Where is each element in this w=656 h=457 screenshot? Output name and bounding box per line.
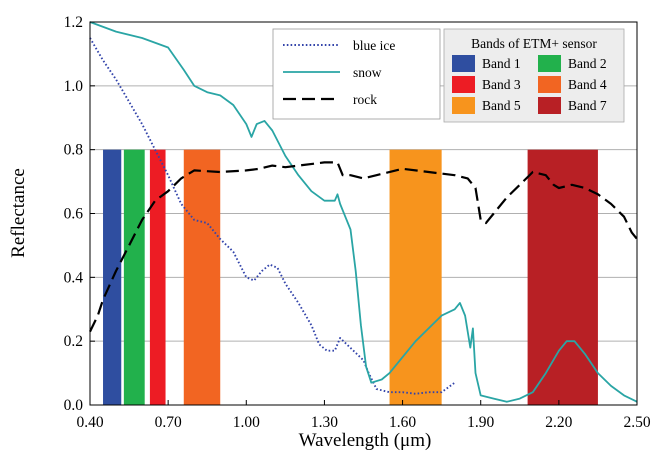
band-legend-swatch bbox=[538, 97, 561, 114]
band-bar bbox=[527, 149, 598, 405]
band-legend-label: Band 3 bbox=[482, 77, 521, 92]
band-bar bbox=[149, 149, 166, 405]
axis-ticks: 0.0 0.2 0.4 0.6 0.8 1.0 1.2 0.40 0.70 1.00 1.30 1.6… bbox=[64, 14, 651, 431]
y-tick-label: 0.2 bbox=[64, 333, 83, 350]
band-bar bbox=[123, 149, 145, 405]
x-tick-label: 0.40 bbox=[76, 414, 103, 431]
y-axis-label: Reflectance bbox=[8, 168, 29, 258]
x-tick-label: 0.70 bbox=[155, 414, 182, 431]
series-line bbox=[89, 37, 456, 395]
series-legend: blue ice snow rock bbox=[272, 28, 441, 120]
y-tick-label: 1.0 bbox=[64, 78, 84, 95]
band-legend-label: Band 2 bbox=[568, 56, 607, 71]
x-tick-label: 1.00 bbox=[233, 414, 260, 431]
band-legend-title: Bands of ETM+ sensor bbox=[471, 36, 597, 51]
y-tick-label: 0.4 bbox=[64, 269, 84, 286]
band-legend-swatch bbox=[452, 97, 475, 114]
band-legend-swatch bbox=[452, 76, 475, 93]
x-tick-label: 1.30 bbox=[311, 414, 338, 431]
series-line bbox=[89, 21, 638, 403]
x-tick-label: 2.20 bbox=[545, 414, 572, 431]
x-tick-label: 1.60 bbox=[389, 414, 416, 431]
y-tick-label: 0.0 bbox=[64, 397, 84, 414]
y-tick-label: 1.2 bbox=[64, 14, 83, 31]
x-tick-label: 1.90 bbox=[467, 414, 494, 431]
band-bar bbox=[183, 149, 221, 405]
x-tick-label: 2.50 bbox=[623, 414, 650, 431]
band-legend-label: Band 1 bbox=[482, 56, 521, 71]
series-lines bbox=[89, 21, 638, 403]
series-legend-label: snow bbox=[353, 65, 382, 80]
series-legend-label: blue ice bbox=[353, 38, 395, 53]
band-legend: Bands of ETM+ sensor Band 1 Band 2 Band 3 B… bbox=[443, 28, 625, 123]
band-legend-label: Band 7 bbox=[568, 98, 607, 113]
band-legend-swatch bbox=[538, 76, 561, 93]
series-legend-label: rock bbox=[353, 92, 377, 107]
band-legend-swatch bbox=[452, 55, 475, 72]
band-bar bbox=[389, 149, 442, 405]
series-legend-box bbox=[272, 28, 441, 120]
band-legend-label: Band 4 bbox=[568, 77, 607, 92]
band-legend-label: Band 5 bbox=[482, 98, 521, 113]
band-legend-swatch bbox=[538, 55, 561, 72]
series-line bbox=[89, 161, 638, 333]
x-axis-label: Wavelength (μm) bbox=[299, 430, 432, 451]
y-tick-label: 0.6 bbox=[64, 206, 84, 223]
y-tick-label: 0.8 bbox=[64, 142, 84, 159]
